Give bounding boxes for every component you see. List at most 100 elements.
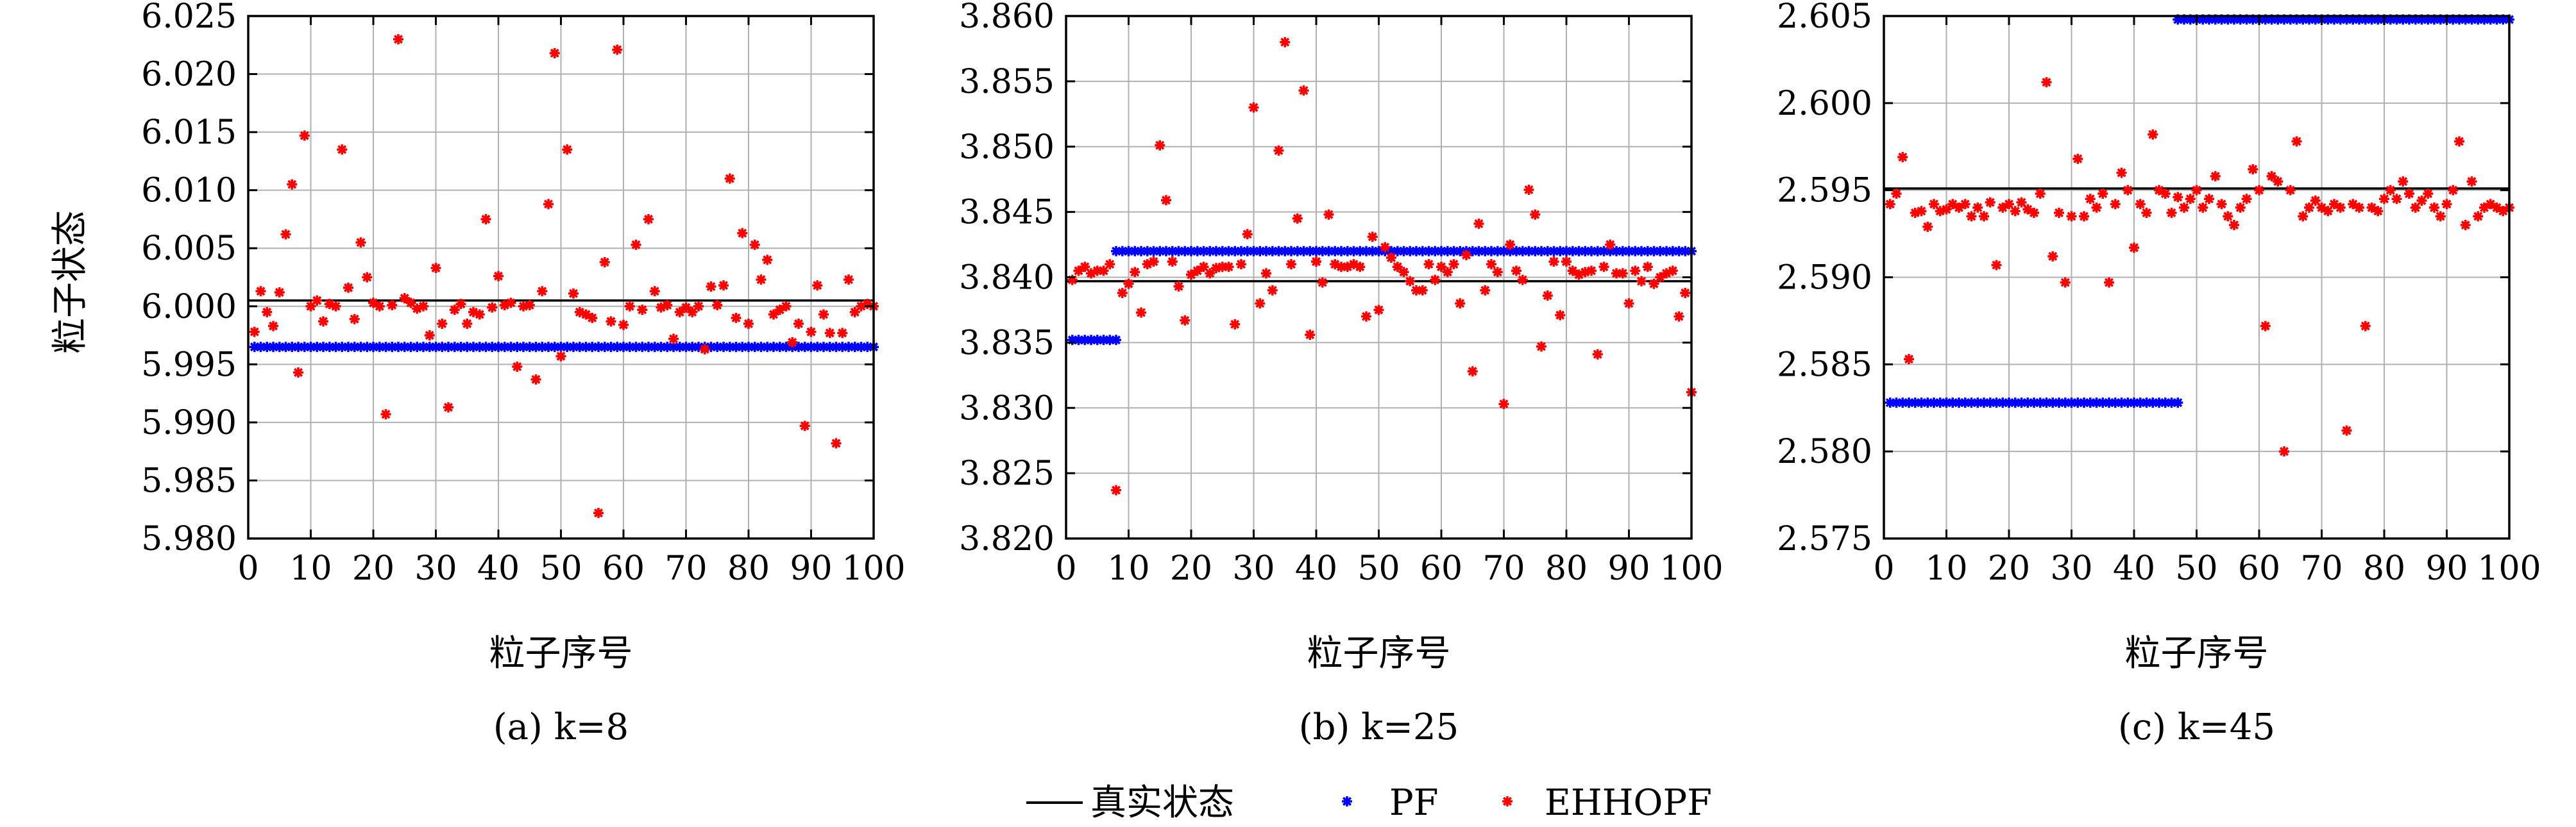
ehhopf-point — [1542, 290, 1553, 301]
ehhopf-point — [2016, 197, 2027, 208]
pf-point — [1904, 397, 1914, 408]
pf-point — [1972, 397, 1983, 408]
x-tick-label: 100 — [2477, 549, 2541, 588]
pf-point — [1298, 246, 1309, 256]
ehhopf-point — [562, 144, 573, 155]
pf-point — [2229, 14, 2239, 25]
x-tick-label: 20 — [1988, 549, 2030, 588]
ehhopf-point — [2310, 195, 2321, 206]
pf-point — [568, 342, 579, 353]
pf-point — [1280, 246, 1291, 256]
pf-point — [862, 342, 873, 353]
pf-point — [299, 342, 310, 353]
x-tick-label: 80 — [2363, 549, 2405, 588]
pf-point — [1555, 246, 1566, 256]
pf-point — [2041, 397, 2052, 408]
pf-point — [2198, 14, 2208, 25]
pf-point — [1080, 335, 1090, 346]
ehhopf-point — [1661, 268, 1672, 279]
ehhopf-point — [2235, 202, 2246, 213]
ehhopf-point — [762, 255, 773, 265]
pf-point — [2179, 14, 2189, 25]
ehhopf-point — [2198, 202, 2208, 213]
pf-point — [2260, 14, 2271, 25]
pf-point — [2047, 397, 2058, 408]
y-tick-label: 3.835 — [959, 324, 1055, 362]
ehhopf-point — [530, 374, 541, 385]
ehhopf-point — [2416, 195, 2427, 206]
x-tick-label: 100 — [842, 549, 905, 588]
ehhopf-point — [2079, 211, 2089, 222]
ehhopf-point — [1511, 265, 1521, 276]
ehhopf-point — [618, 319, 629, 330]
x-tick-label: 100 — [1659, 549, 1723, 588]
y-tick-label: 6.000 — [141, 288, 237, 326]
pf-point — [2223, 14, 2233, 25]
pf-point — [618, 342, 629, 353]
pf-point — [1941, 397, 1952, 408]
ehhopf-point — [1605, 239, 1616, 250]
ehhopf-point — [2248, 164, 2258, 175]
ehhopf-point — [699, 344, 710, 355]
panel-caption: (b) k=25 — [1299, 706, 1459, 748]
pf-point — [774, 342, 785, 353]
x-tick-label: 10 — [289, 549, 332, 588]
ehhopf-point — [1386, 252, 1396, 263]
pf-point — [724, 342, 735, 353]
pf-point — [2160, 397, 2171, 408]
pf-point — [1430, 246, 1441, 256]
pf-point — [2054, 397, 2064, 408]
y-tick-label: 2.600 — [1777, 85, 1872, 123]
y-tick-label: 3.850 — [959, 128, 1055, 167]
ehhopf-point — [774, 305, 785, 315]
ehhopf-point — [405, 297, 416, 308]
pf-point — [668, 342, 679, 353]
pf-point — [1623, 246, 1634, 256]
pf-point — [2460, 14, 2471, 25]
pf-point — [2435, 14, 2446, 25]
ehhopf-point — [2429, 202, 2439, 213]
pf-point — [2391, 14, 2402, 25]
pf-point — [1167, 246, 1178, 256]
ehhopf-point — [1186, 269, 1196, 280]
ehhopf-point — [606, 316, 616, 327]
x-tick-label: 30 — [414, 549, 457, 588]
ehhopf-point — [2279, 446, 2289, 457]
ehhopf-point — [2085, 194, 2096, 205]
pf-point — [437, 342, 448, 353]
pf-point — [2154, 397, 2164, 408]
pf-point — [1173, 246, 1184, 256]
ehhopf-point — [1317, 277, 1328, 288]
x-tick-label: 60 — [2238, 549, 2280, 588]
ehhopf-point — [1580, 267, 1591, 278]
ehhopf-point — [1573, 269, 1584, 280]
ehhopf-point — [737, 228, 748, 238]
ehhopf-point — [1941, 204, 1952, 215]
ehhopf-point — [2366, 202, 2377, 213]
pf-point — [368, 342, 378, 353]
pf-point — [2029, 397, 2039, 408]
pf-point — [1648, 246, 1659, 256]
pf-point — [2479, 14, 2489, 25]
ehhopf-point — [337, 144, 348, 155]
ehhopf-point — [1960, 199, 1970, 210]
pf-point — [1542, 246, 1553, 256]
ehhopf-point — [637, 305, 648, 315]
pf-point — [280, 342, 291, 353]
pf-point — [262, 342, 273, 353]
ehhopf-point — [787, 337, 798, 347]
pf-point — [2185, 14, 2196, 25]
y-tick-label: 2.580 — [1777, 433, 1872, 471]
pf-point — [1248, 246, 1259, 256]
ehhopf-point — [799, 421, 810, 431]
ehhopf-point — [249, 326, 260, 337]
pf-point — [430, 342, 441, 353]
x-tick-label: 70 — [2300, 549, 2343, 588]
y-tick-label: 6.020 — [141, 56, 237, 94]
pf-point — [656, 342, 666, 353]
ehhopf-point — [1286, 259, 1296, 270]
ehhopf-point — [512, 361, 523, 372]
ehhopf-point — [1330, 259, 1341, 270]
pf-point — [2485, 14, 2496, 25]
ehhopf-point — [2498, 206, 2509, 217]
